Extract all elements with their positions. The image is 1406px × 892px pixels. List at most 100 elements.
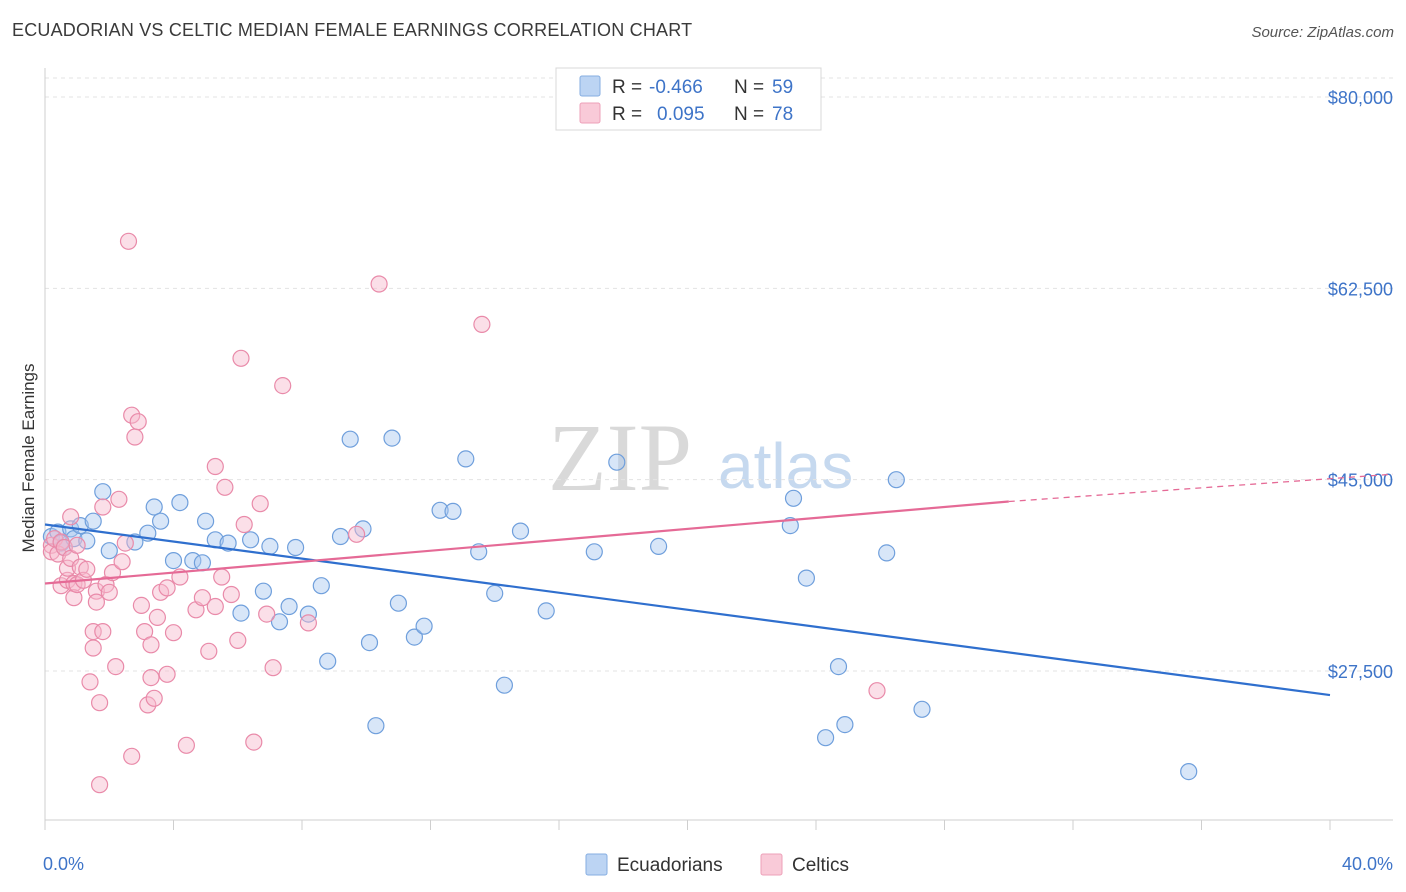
point-celtics: [119, 232, 138, 250]
point-celtics: [94, 498, 112, 516]
series-legend-swatch-ecuadorians: [585, 853, 608, 876]
point-celtics: [158, 579, 176, 597]
series-legend: Ecuadorians Celtics: [585, 853, 849, 876]
point-ecuadorians: [164, 551, 183, 570]
point-ecuadorians: [781, 516, 799, 535]
point-celtics: [206, 457, 224, 476]
trend-line-ecuadorians: [44, 523, 1331, 697]
point-ecuadorians: [287, 538, 305, 557]
point-ecuadorians: [319, 652, 337, 670]
point-celtics: [235, 515, 253, 534]
gridlines: [45, 77, 1393, 672]
point-celtics: [90, 694, 109, 712]
point-ecuadorians: [100, 542, 118, 560]
point-ecuadorians: [197, 512, 215, 530]
point-celtics: [100, 583, 118, 601]
point-celtics: [232, 349, 250, 367]
point-celtics: [94, 622, 112, 641]
series-legend-swatch-celtics: [760, 853, 783, 876]
point-ecuadorians: [878, 544, 896, 562]
point-ecuadorians: [389, 594, 407, 612]
point-celtics: [229, 631, 247, 650]
point-celtics: [868, 682, 886, 700]
point-celtics: [216, 478, 234, 496]
point-ecuadorians: [270, 613, 289, 631]
legend-swatch-celtics: [579, 102, 601, 124]
point-celtics: [58, 559, 77, 577]
point-ecuadorians: [171, 494, 189, 512]
point-ecuadorians: [797, 569, 816, 587]
point-ecuadorians: [1180, 762, 1198, 781]
legend-n-value-1: 59: [772, 77, 793, 98]
legend-r-label-1: R =: [612, 77, 642, 98]
legend-n-value-2: 78: [772, 104, 793, 125]
point-ecuadorians: [608, 453, 626, 471]
point-ecuadorians: [585, 543, 603, 561]
point-celtics: [84, 639, 102, 657]
point-ecuadorians: [94, 483, 112, 501]
trend-lines: [44, 473, 1394, 697]
point-ecuadorians: [816, 729, 835, 747]
point-celtics: [264, 659, 282, 677]
point-celtics: [126, 428, 144, 446]
point-celtics: [348, 525, 366, 543]
y-tick-labels: $27,500 $45,000 $62,500 $80,000: [1328, 88, 1393, 682]
point-celtics: [222, 585, 240, 604]
correlation-legend: R = -0.466 N = 59 R = 0.095 N = 78: [555, 67, 822, 131]
point-ecuadorians: [232, 604, 250, 622]
point-celtics: [251, 495, 269, 513]
watermark-atlas: atlas: [718, 430, 853, 502]
point-ecuadorians: [145, 498, 163, 516]
point-ecuadorians: [367, 717, 385, 735]
x-tick-label-max: 40.0%: [1342, 854, 1393, 874]
point-celtics: [123, 406, 141, 424]
watermark-zip: ZIP: [548, 404, 692, 511]
point-celtics: [90, 776, 109, 794]
x-tick-label-min: 0.0%: [43, 854, 84, 874]
point-ecuadorians: [537, 602, 555, 620]
legend-n-label-1: N =: [734, 77, 764, 98]
point-celtics: [164, 624, 183, 642]
point-celtics: [81, 673, 99, 691]
axes: [44, 68, 1393, 821]
point-ecuadorians: [242, 531, 260, 549]
point-ecuadorians: [836, 715, 854, 734]
point-ecuadorians: [405, 628, 423, 646]
point-celtics: [107, 657, 125, 676]
point-celtics: [158, 665, 176, 683]
point-ecuadorians: [431, 501, 449, 519]
point-celtics: [78, 560, 96, 578]
point-celtics: [370, 275, 388, 293]
series-legend-label-ecuadorians: Ecuadorians: [617, 855, 723, 876]
point-celtics: [113, 553, 131, 571]
point-celtics: [145, 689, 163, 707]
point-ecuadorians: [649, 537, 668, 556]
point-ecuadorians: [444, 502, 462, 520]
point-ecuadorians: [312, 577, 330, 595]
point-celtics: [68, 536, 86, 554]
point-celtics: [65, 589, 83, 607]
point-ecuadorians: [331, 527, 350, 546]
point-celtics: [245, 733, 263, 751]
point-ecuadorians: [280, 597, 298, 616]
y-tick-label: $62,500: [1328, 279, 1393, 299]
point-celtics: [193, 589, 211, 607]
point-celtics: [52, 533, 70, 551]
x-tick-marks: [44, 820, 1331, 830]
point-ecuadorians: [829, 657, 848, 676]
y-axis-label: Median Female Earnings: [19, 364, 38, 553]
chart-title: ECUADORIAN VS CELTIC MEDIAN FEMALE EARNI…: [12, 20, 693, 40]
point-celtics: [129, 413, 147, 431]
point-celtics: [177, 736, 195, 754]
trend-line-celtics: [44, 500, 1009, 585]
point-ecuadorians: [913, 700, 931, 718]
source-credit: Source: ZipAtlas.com: [1251, 24, 1394, 41]
point-ecuadorians: [152, 512, 170, 530]
point-celtics: [110, 490, 128, 508]
point-celtics: [123, 747, 141, 765]
point-celtics: [213, 568, 231, 586]
point-celtics: [62, 508, 80, 526]
point-ecuadorians: [784, 489, 803, 507]
legend-n-label-2: N =: [734, 104, 764, 125]
point-celtics: [299, 614, 317, 632]
